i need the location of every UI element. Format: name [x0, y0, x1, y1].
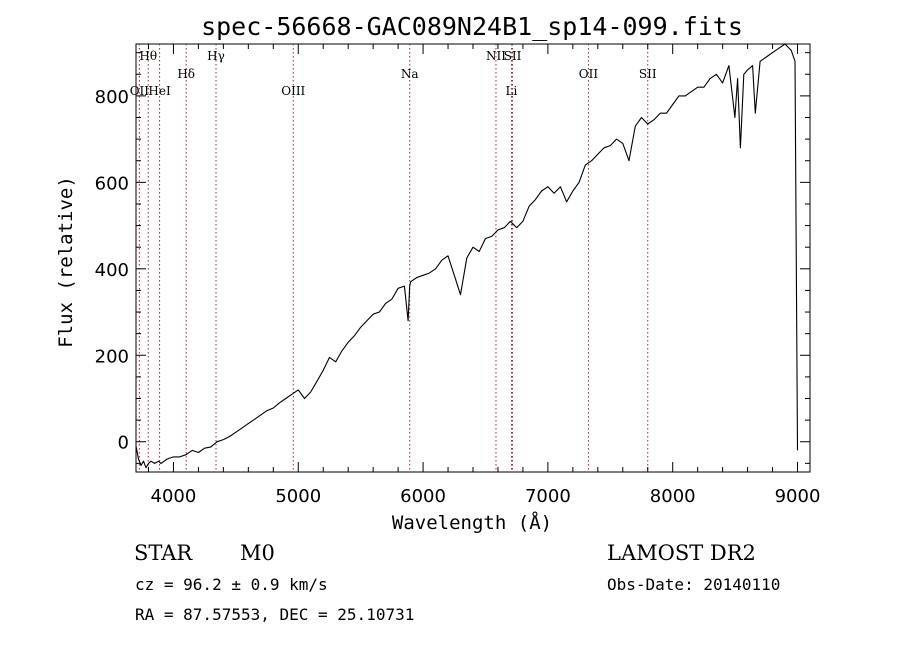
redshift-text: cz = 96.2 ± 0.9 km/s [135, 575, 328, 594]
line-marker-label: Hγ [207, 49, 225, 63]
spectrum-line [135, 43, 799, 469]
x-tick-label: 6000 [400, 486, 446, 507]
y-tick-label: 400 [95, 260, 129, 281]
line-marker-label: NII [486, 49, 506, 63]
x-tick-label: 8000 [650, 486, 696, 507]
line-marker-label: Hθ [139, 49, 157, 63]
axis-ticks: 4000 5000 6000 7000 8000 9000 0 200 400 600 800 [95, 44, 821, 507]
line-marker-label: OIII [281, 84, 305, 98]
x-tick-label: 9000 [775, 486, 821, 507]
line-marker-label: Na [401, 67, 419, 81]
line-marker-label: Hδ [177, 67, 195, 81]
y-tick-label: 600 [95, 173, 129, 194]
x-axis-label: Wavelength (Å) [392, 511, 552, 534]
plot-frame [135, 43, 811, 473]
y-tick-label: 800 [95, 87, 129, 108]
chart-title: spec-56668-GAC089N24B1_sp14-099.fits [201, 12, 743, 41]
line-marker-label: OII [130, 84, 150, 98]
class-label: STAR [134, 541, 193, 565]
y-tick-label: 0 [118, 433, 129, 454]
subclass-label: M0 [240, 541, 275, 565]
coordinates-text: RA = 87.57553, DEC = 25.10731 [135, 605, 414, 624]
line-marker-label: Li [506, 84, 518, 98]
line-marker-label: OII [579, 67, 599, 81]
survey-label: LAMOST DR2 [607, 541, 756, 565]
x-tick-label: 4000 [151, 486, 197, 507]
line-marker-label: SII [504, 49, 522, 63]
y-axis-label: Flux (relative) [55, 176, 77, 348]
x-tick-label: 7000 [525, 486, 571, 507]
info-panel: STAR M0 cz = 96.2 ± 0.9 km/s RA = 87.575… [134, 541, 780, 624]
obs-date-text: Obs-Date: 20140110 [607, 575, 780, 594]
x-tick-label: 5000 [275, 486, 321, 507]
y-tick-label: 200 [95, 346, 129, 367]
line-marker-label: SII [639, 67, 657, 81]
line-marker-label: HeI [148, 84, 171, 98]
